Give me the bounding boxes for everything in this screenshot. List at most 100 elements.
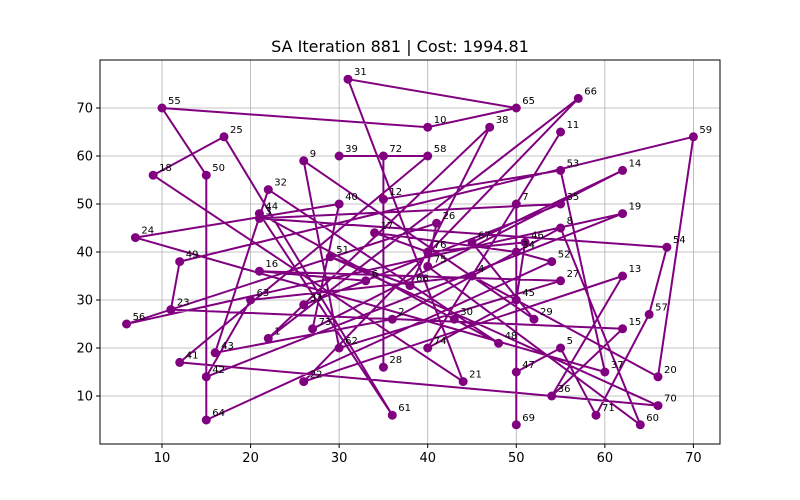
city-point bbox=[175, 357, 185, 367]
city-label: 40 bbox=[345, 192, 358, 203]
city-point bbox=[378, 362, 388, 372]
city-label: 46 bbox=[531, 230, 544, 241]
x-tick-label: 30 bbox=[331, 451, 348, 466]
city-label: 57 bbox=[655, 302, 668, 313]
city-label: 31 bbox=[354, 67, 367, 78]
city-point bbox=[467, 237, 477, 247]
city-point bbox=[157, 103, 167, 113]
city-label: 56 bbox=[133, 312, 146, 323]
city-point bbox=[254, 266, 264, 276]
city-point bbox=[423, 343, 433, 353]
city-point bbox=[573, 93, 583, 103]
city-label: 6 bbox=[372, 269, 378, 280]
city-label: 35 bbox=[567, 192, 580, 203]
city-point bbox=[122, 319, 132, 329]
city-label: 64 bbox=[212, 408, 225, 419]
city-label: 7 bbox=[522, 192, 528, 203]
x-tick-label: 20 bbox=[242, 451, 259, 466]
city-point bbox=[201, 415, 211, 425]
city-label: 16 bbox=[265, 259, 278, 270]
city-point bbox=[556, 165, 566, 175]
city-point bbox=[263, 333, 273, 343]
city-label: 11 bbox=[567, 120, 580, 131]
city-point bbox=[210, 348, 220, 358]
city-label: 71 bbox=[602, 403, 615, 414]
city-label: 1 bbox=[274, 326, 280, 337]
city-label: 4 bbox=[478, 264, 484, 275]
city-label: 70 bbox=[664, 394, 677, 405]
city-label: 32 bbox=[274, 178, 287, 189]
city-point bbox=[635, 420, 645, 430]
city-point bbox=[653, 372, 663, 382]
axis-ticks: 10 20 30 40 50 60 70 10 20 30 40 50 60 70 bbox=[76, 102, 701, 467]
city-point bbox=[618, 324, 628, 334]
city-label: 20 bbox=[664, 365, 677, 376]
city-label: 22 bbox=[310, 370, 323, 381]
city-point bbox=[511, 420, 521, 430]
city-point bbox=[219, 132, 229, 142]
city-label: 63 bbox=[257, 288, 270, 299]
city-point bbox=[325, 252, 335, 262]
city-label: 39 bbox=[345, 144, 358, 155]
city-label: 30 bbox=[460, 307, 473, 318]
city-label: 25 bbox=[230, 125, 243, 136]
city-point bbox=[618, 165, 628, 175]
city-label: 43 bbox=[221, 341, 234, 352]
city-label: 8 bbox=[567, 216, 573, 227]
city-label: 67 bbox=[478, 230, 491, 241]
city-point bbox=[662, 242, 672, 252]
city-label: 62 bbox=[345, 336, 358, 347]
city-point bbox=[423, 247, 433, 257]
city-point bbox=[511, 199, 521, 209]
city-label: 3 bbox=[265, 206, 271, 217]
city-point bbox=[529, 314, 539, 324]
chart-title: SA Iteration 881 | Cost: 1994.81 bbox=[271, 37, 529, 56]
city-label: 51 bbox=[336, 245, 349, 256]
city-label: 75 bbox=[434, 254, 447, 265]
city-point bbox=[556, 127, 566, 137]
city-point bbox=[308, 324, 318, 334]
city-point bbox=[175, 257, 185, 267]
city-label: 47 bbox=[522, 360, 535, 371]
city-point bbox=[644, 309, 654, 319]
city-label: 74 bbox=[434, 336, 447, 347]
city-label: 58 bbox=[434, 144, 447, 155]
city-label: 49 bbox=[186, 250, 199, 261]
city-point bbox=[343, 74, 353, 84]
city-label: 23 bbox=[177, 298, 190, 309]
city-label: 5 bbox=[567, 336, 573, 347]
y-tick-label: 60 bbox=[76, 150, 93, 165]
city-label: 61 bbox=[398, 403, 411, 414]
x-tick-label: 60 bbox=[597, 451, 614, 466]
city-label: 14 bbox=[629, 158, 642, 169]
city-label: 42 bbox=[212, 365, 225, 376]
city-point bbox=[201, 170, 211, 180]
city-points bbox=[122, 74, 698, 430]
x-tick-label: 50 bbox=[508, 451, 525, 466]
city-label: 54 bbox=[673, 235, 686, 246]
city-label: 13 bbox=[629, 264, 642, 275]
city-point bbox=[618, 209, 628, 219]
city-label: 55 bbox=[168, 96, 181, 107]
x-tick-label: 10 bbox=[154, 451, 171, 466]
city-label: 48 bbox=[505, 331, 518, 342]
city-point bbox=[387, 410, 397, 420]
city-point bbox=[166, 305, 176, 315]
city-point bbox=[688, 132, 698, 142]
city-label: 59 bbox=[699, 125, 712, 136]
city-point bbox=[449, 314, 459, 324]
x-tick-label: 70 bbox=[685, 451, 702, 466]
city-point bbox=[485, 122, 495, 132]
city-point bbox=[361, 276, 371, 286]
city-point bbox=[378, 194, 388, 204]
x-tick-label: 40 bbox=[419, 451, 436, 466]
city-point bbox=[600, 367, 610, 377]
city-point bbox=[556, 223, 566, 233]
city-point bbox=[334, 151, 344, 161]
city-label: 73 bbox=[319, 317, 332, 328]
city-label: 24 bbox=[141, 226, 154, 237]
city-point bbox=[556, 343, 566, 353]
city-label: 26 bbox=[443, 211, 456, 222]
